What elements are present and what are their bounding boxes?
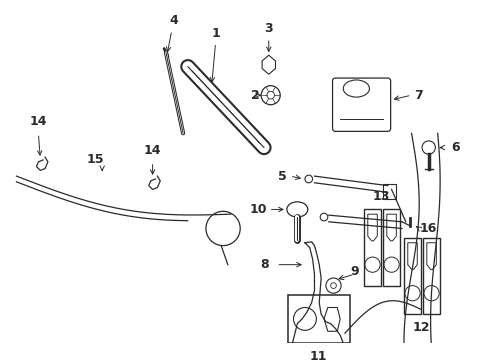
Bar [403,238,420,314]
Bar [382,184,396,199]
Text: 14: 14 [30,115,47,129]
Polygon shape [367,214,377,241]
Text: 3: 3 [264,22,272,35]
Text: 11: 11 [309,350,327,360]
Text: 10: 10 [249,203,266,216]
Text: 1: 1 [210,27,221,82]
Text: 9: 9 [349,265,358,278]
Bar [382,210,399,285]
Text: 12: 12 [411,321,429,334]
Text: 14: 14 [143,144,161,157]
Polygon shape [426,243,435,269]
Text: 13: 13 [372,190,389,203]
Text: 8: 8 [260,258,268,271]
Text: 15: 15 [86,153,104,166]
Polygon shape [386,214,396,241]
Text: 5: 5 [278,170,286,183]
Bar [363,210,380,285]
Text: 4: 4 [166,14,178,51]
Text: 2: 2 [250,89,259,102]
Bar [422,238,439,314]
Bar [287,295,349,343]
Text: 7: 7 [414,89,422,102]
Polygon shape [407,243,416,269]
Text: 6: 6 [450,141,459,154]
Text: 16: 16 [418,222,436,235]
